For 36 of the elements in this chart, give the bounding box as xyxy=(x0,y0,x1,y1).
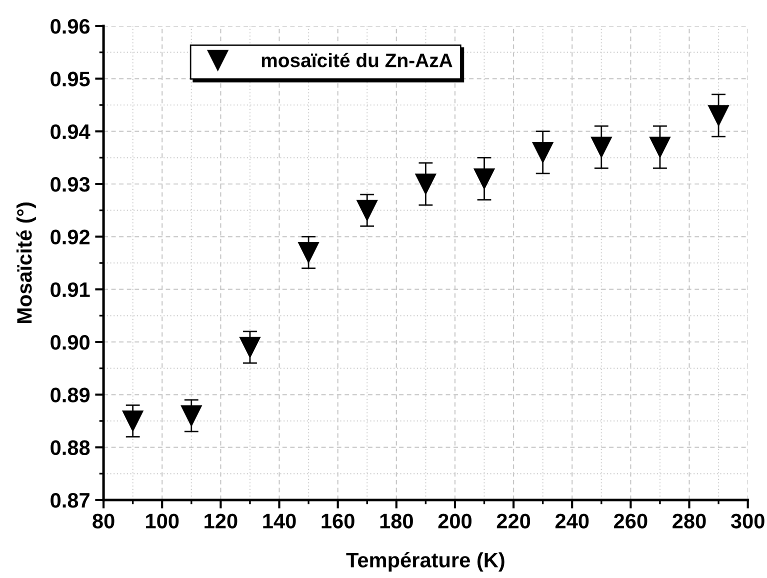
point xyxy=(590,136,612,158)
y-tick-label: 0.95 xyxy=(50,72,90,86)
y-tick-label: 0.87 xyxy=(50,492,90,508)
y-tick-label: 0.88 xyxy=(50,440,90,456)
y-tick-label: 0.94 xyxy=(50,124,90,140)
x-tick-label: 100 xyxy=(146,514,179,528)
point xyxy=(532,142,554,163)
point xyxy=(474,168,495,190)
y-tick-label: 0.93 xyxy=(50,177,90,192)
point xyxy=(415,174,436,194)
x-tick-label: 200 xyxy=(438,514,472,528)
point xyxy=(122,410,144,432)
point xyxy=(356,200,378,221)
y-tick-label: 0.90 xyxy=(50,334,90,350)
x-tick-label: 180 xyxy=(380,514,413,528)
x-tick-label: 80 xyxy=(92,514,114,528)
y-tick-label: 0.92 xyxy=(50,230,90,244)
point xyxy=(298,242,319,263)
x-tick-label: 220 xyxy=(496,514,530,528)
point xyxy=(180,405,202,426)
x-tick-label: 300 xyxy=(730,514,764,528)
x-tick-label: 240 xyxy=(555,514,589,528)
legend-label: mosaïcité du Zn-AzA xyxy=(262,52,452,68)
x-tick-label: 260 xyxy=(614,514,648,528)
y-tick-label: 0.91 xyxy=(50,282,90,298)
point xyxy=(708,105,729,126)
y-tick-label: 0.96 xyxy=(50,19,90,34)
x-tick-label: 140 xyxy=(263,514,296,528)
x-tick-label: 120 xyxy=(204,514,238,528)
y-tick-label: 0.89 xyxy=(50,388,90,402)
point xyxy=(650,136,670,158)
x-tick-label: 280 xyxy=(672,514,706,528)
x-tick-label: 160 xyxy=(322,514,354,528)
x-axis-title: Température (K) xyxy=(346,552,504,572)
y-axis-title: Mosaïcité (°) xyxy=(16,202,36,324)
point xyxy=(240,336,260,358)
